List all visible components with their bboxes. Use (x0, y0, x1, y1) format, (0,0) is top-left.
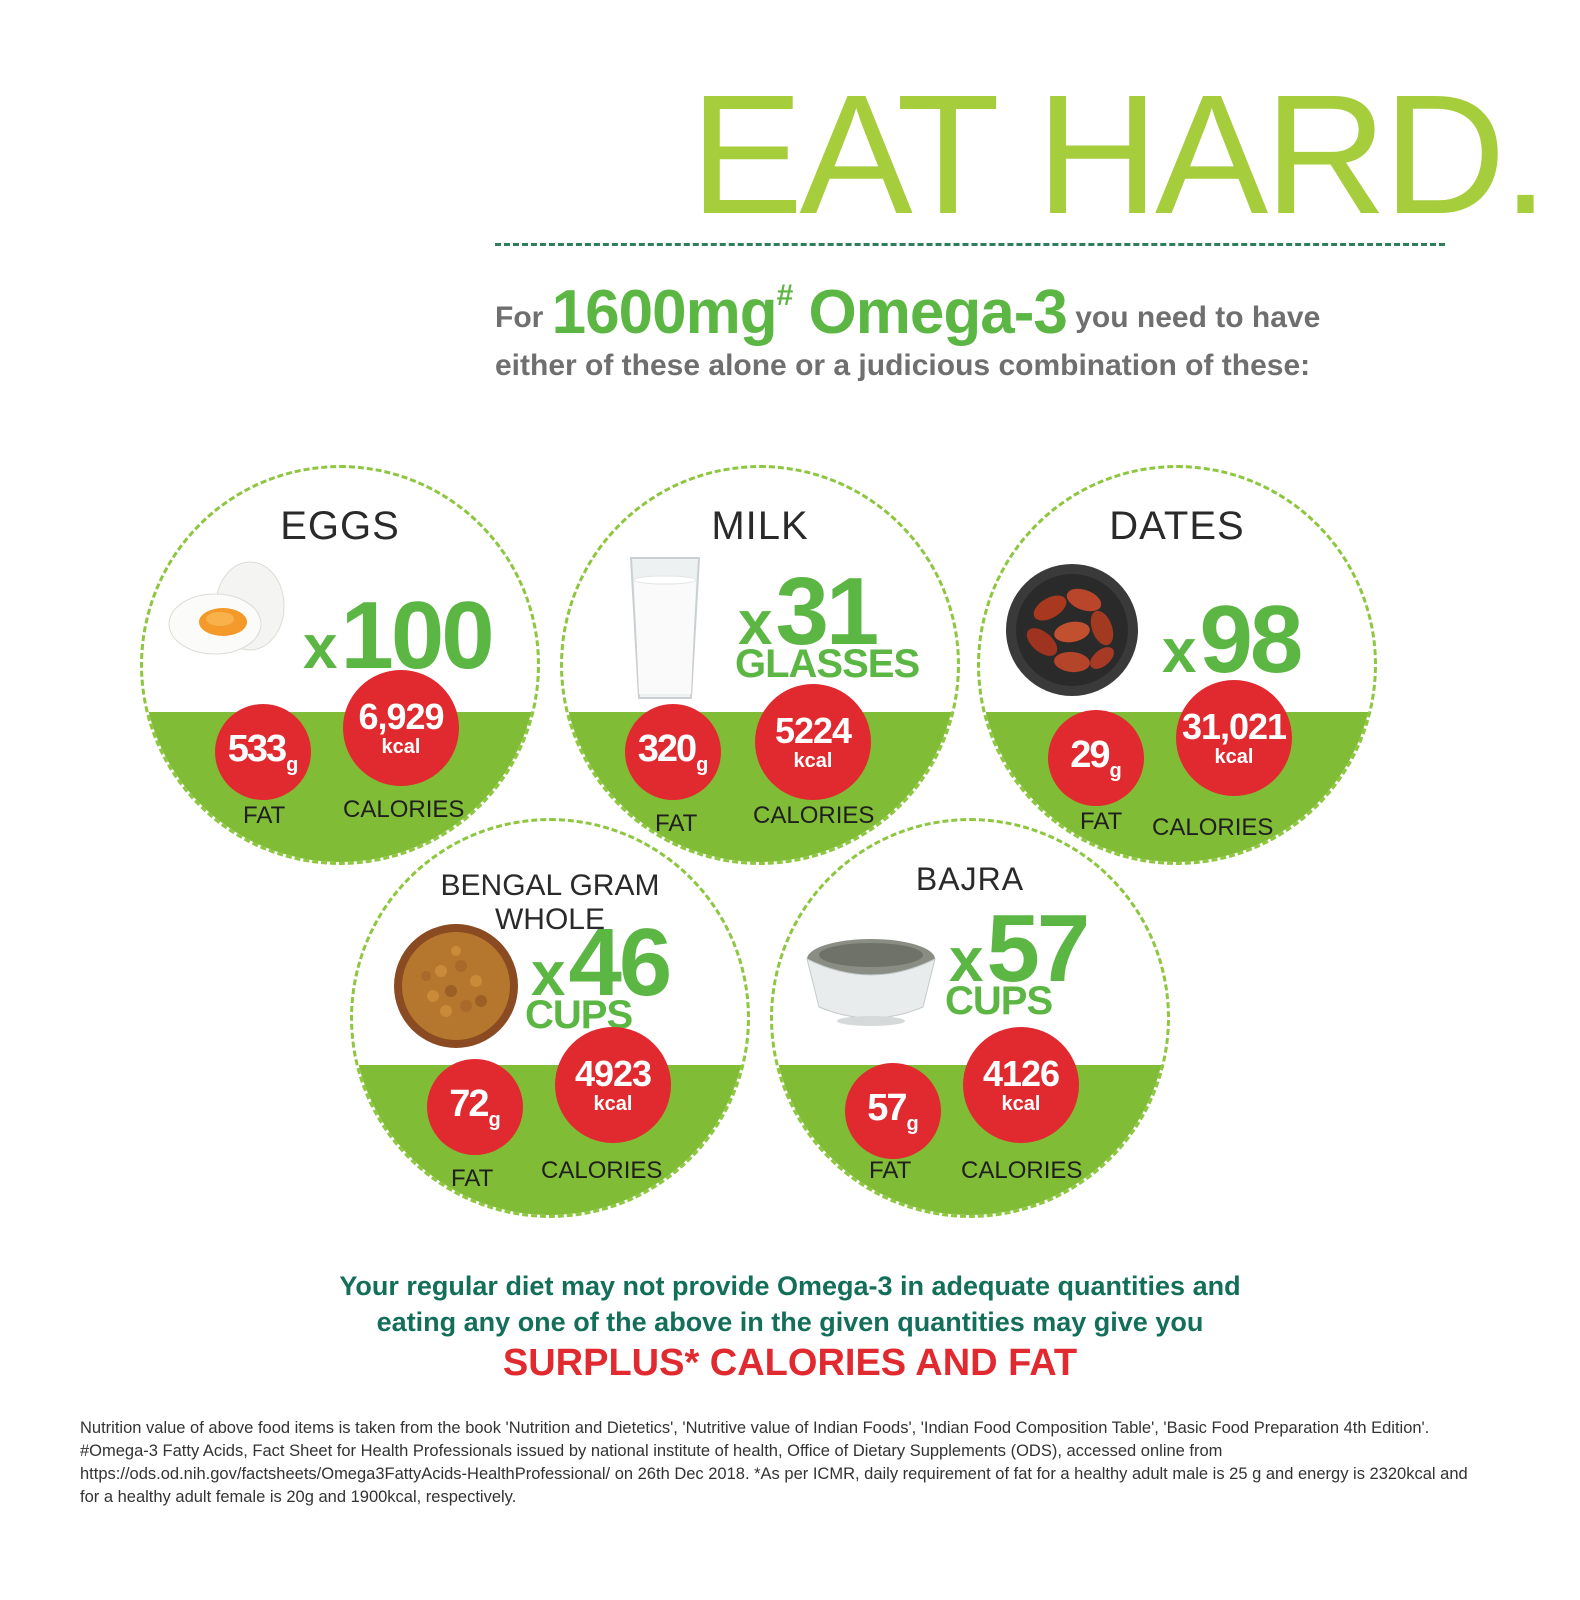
food-name: DATES (1109, 504, 1245, 548)
calories-badge: 6,929 kcal (343, 670, 459, 786)
intro-prefix: For (495, 301, 544, 334)
fat-badge: 29g (1048, 710, 1144, 806)
calories-badge: 4126 kcal (963, 1027, 1079, 1143)
headline: EAT HARD. (690, 60, 1549, 250)
fat-badge: 533g (215, 704, 311, 800)
fat-badge: 57g (845, 1063, 941, 1159)
fat-label: FAT (243, 802, 286, 829)
calories-badge: 4923 kcal (555, 1027, 671, 1143)
footnote: Nutrition value of above food items is t… (80, 1419, 1468, 1506)
food-name: EGGS (280, 504, 400, 548)
intro-text: For 1600mg# Omega-3 you need to have eit… (495, 272, 1455, 390)
message-line2: eating any one of the above in the given… (376, 1307, 1204, 1337)
intro-suffix: you need to have (1075, 301, 1321, 334)
intro-line2: either of these alone or a judicious com… (495, 349, 1311, 382)
food-quantity: x100 (303, 582, 495, 689)
food-quantity: x98 (1162, 586, 1303, 693)
fat-badge: 320g (625, 704, 721, 800)
eggs-icon (168, 561, 285, 655)
calories-badge: 5224 kcal (755, 684, 871, 800)
fat-label: FAT (869, 1157, 912, 1184)
green-band (353, 1065, 747, 1215)
food-card-bajra: BAJRA x57 CUPS 57g 4126 kcal FAT CALORIES (770, 818, 1170, 1218)
food-unit: CUPS (945, 979, 1053, 1023)
calories-label: CALORIES (1152, 814, 1274, 841)
fat-label: FAT (451, 1165, 494, 1192)
fat-badge: 72g (427, 1059, 523, 1155)
message-line1: Your regular diet may not provide Omega-… (339, 1271, 1241, 1301)
dates-bowl-icon (1006, 564, 1138, 696)
bengal-gram-bowl-icon (394, 924, 518, 1048)
food-unit: GLASSES (735, 642, 920, 686)
food-card-eggs: EGGS x100 533g 6,929 kcal FAT CALORIES (140, 465, 540, 865)
calories-badge: 31,021 kcal (1176, 680, 1292, 796)
intro-nutrient: Omega-3 (808, 278, 1068, 347)
dashed-divider (495, 243, 1445, 246)
food-quantity: x46 (531, 909, 672, 1016)
food-card-milk: MILK x31 GLASSES 320g 5224 kcal FAT CALOR… (560, 465, 960, 865)
fat-label: FAT (1080, 808, 1123, 835)
calories-label: CALORIES (961, 1157, 1083, 1184)
message: Your regular diet may not provide Omega-… (0, 1268, 1580, 1340)
food-quantity: x31 (738, 558, 879, 665)
calories-label: CALORIES (753, 802, 875, 829)
food-card-dates: DATES x98 29g 31,021 kcal FAT CALORIES (977, 465, 1377, 865)
bajra-bowl-icon (806, 939, 936, 1026)
fat-label: FAT (655, 810, 698, 837)
milk-glass-icon (629, 557, 701, 699)
surplus-heading: SURPLUS* CALORIES AND FAT (502, 1342, 1078, 1384)
intro-mark: # (776, 279, 794, 312)
calories-label: CALORIES (343, 796, 465, 823)
food-quantity: x57 (949, 895, 1090, 1002)
calories-label: CALORIES (541, 1157, 663, 1184)
food-card-bengal-gram: BENGAL GRAM WHOLE x46 CUPS 72g 4923 kcal … (350, 818, 750, 1218)
food-name: BAJRA (915, 861, 1025, 897)
food-name: MILK (711, 504, 809, 548)
intro-amount: 1600mg# Omega-3 (551, 278, 1068, 347)
food-name: BENGAL GRAM WHOLE (440, 869, 660, 936)
